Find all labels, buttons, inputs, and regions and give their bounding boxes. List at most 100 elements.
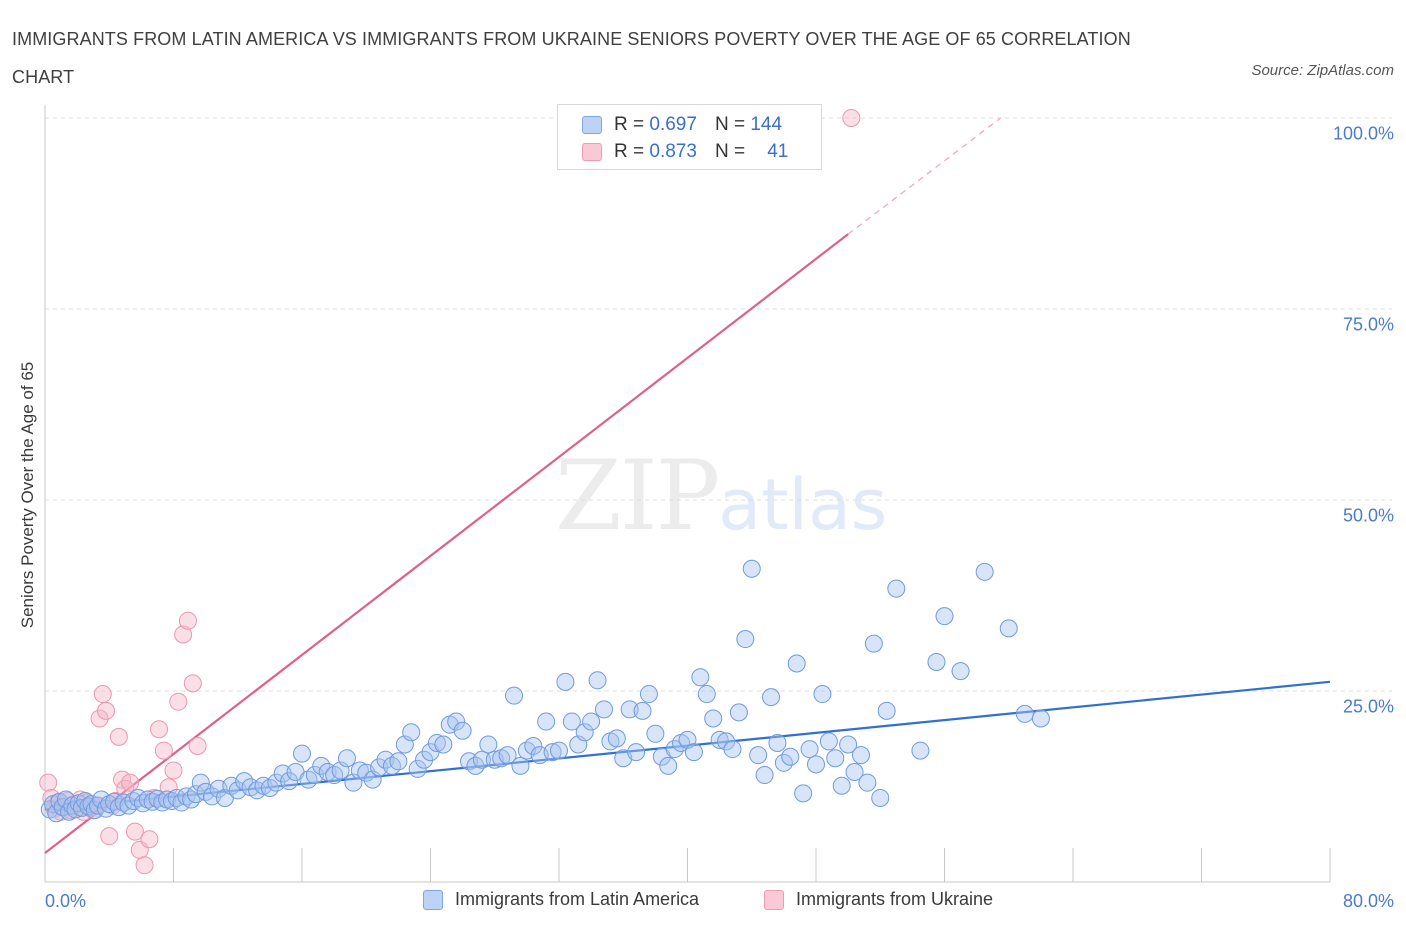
series-ukraine bbox=[39, 109, 861, 875]
data-point-latin bbox=[864, 634, 883, 653]
data-point-latin bbox=[659, 756, 678, 775]
source-label: Source: ZipAtlas.com bbox=[1251, 62, 1394, 79]
stats-row-latin: R = 0.697 N = 144 bbox=[582, 113, 782, 137]
legend-item-latin[interactable]: Immigrants from Latin America bbox=[423, 889, 699, 910]
trend-line-ukraine-extension bbox=[847, 117, 1002, 235]
data-point-latin bbox=[742, 559, 761, 578]
data-point-latin bbox=[762, 688, 781, 707]
data-point-latin bbox=[697, 685, 716, 704]
data-point-latin bbox=[114, 793, 133, 812]
legend-label-latin: Immigrants from Latin America bbox=[455, 889, 700, 909]
data-point-latin bbox=[717, 732, 736, 751]
data-point-latin bbox=[408, 759, 427, 778]
legend-swatch-latin bbox=[423, 889, 443, 910]
legend-swatch-latin bbox=[582, 116, 602, 134]
data-point-latin bbox=[800, 740, 819, 759]
data-point-latin bbox=[556, 672, 575, 691]
y-tick-label: 50.0% bbox=[1342, 505, 1394, 526]
data-point-latin bbox=[607, 729, 626, 748]
data-point-ukraine bbox=[93, 685, 112, 704]
data-point-latin bbox=[736, 630, 755, 649]
data-point-latin bbox=[620, 700, 639, 719]
data-point-latin bbox=[691, 668, 710, 687]
data-point-latin bbox=[100, 795, 119, 814]
data-point-ukraine bbox=[188, 737, 207, 756]
legend-swatch-ukraine bbox=[582, 143, 602, 161]
x-tick-label: 80.0% bbox=[1342, 891, 1394, 911]
series-legend: Immigrants from Latin America Immigrants… bbox=[0, 889, 1406, 915]
data-point-ukraine bbox=[140, 830, 159, 849]
data-point-latin bbox=[153, 793, 172, 812]
n-value: 144 bbox=[750, 114, 783, 135]
legend-swatch-ukraine bbox=[764, 889, 784, 910]
data-point-ukraine bbox=[135, 856, 154, 875]
data-point-latin bbox=[273, 764, 292, 783]
data-point-latin bbox=[370, 758, 389, 777]
data-point-latin bbox=[684, 743, 703, 762]
data-point-ukraine bbox=[90, 709, 109, 728]
data-point-latin bbox=[704, 709, 723, 728]
data-point-latin bbox=[877, 701, 896, 720]
data-point-latin bbox=[627, 743, 646, 762]
data-point-latin bbox=[794, 784, 813, 803]
data-point-latin bbox=[787, 654, 806, 673]
data-point-ukraine bbox=[842, 109, 861, 127]
data-point-latin bbox=[807, 755, 825, 774]
data-point-latin bbox=[839, 735, 858, 754]
data-point-ukraine bbox=[169, 692, 188, 711]
watermark: ZIPatlas bbox=[555, 440, 887, 552]
data-point-latin bbox=[999, 619, 1018, 638]
data-point-latin bbox=[951, 662, 970, 681]
data-point-ukraine bbox=[150, 720, 169, 739]
data-point-ukraine bbox=[121, 773, 140, 792]
stats-row-ukraine: R = 0.873 N = 41 bbox=[582, 140, 788, 164]
data-point-latin bbox=[594, 700, 613, 719]
data-point-ukraine bbox=[154, 741, 173, 760]
r-label: R = bbox=[614, 141, 645, 162]
data-point-latin bbox=[203, 787, 222, 806]
watermark-zip: ZIP bbox=[555, 440, 720, 552]
data-point-latin bbox=[543, 743, 562, 762]
r-value: 0.697 bbox=[649, 114, 697, 135]
data-point-latin bbox=[460, 752, 479, 771]
data-point-latin bbox=[639, 685, 658, 704]
data-point-latin bbox=[832, 776, 851, 795]
trend-line-ukraine bbox=[44, 233, 849, 854]
data-point-latin bbox=[415, 750, 434, 769]
data-point-latin bbox=[293, 744, 311, 763]
data-point-ukraine bbox=[178, 611, 197, 630]
r-value: 0.873 bbox=[649, 141, 697, 162]
data-point-ukraine bbox=[164, 761, 183, 780]
data-point-latin bbox=[447, 712, 466, 731]
data-point-latin bbox=[427, 733, 446, 752]
n-label: N = bbox=[714, 141, 746, 162]
data-point-latin bbox=[524, 737, 543, 756]
y-tick-label: 100.0% bbox=[1332, 123, 1394, 144]
legend-item-ukraine[interactable]: Immigrants from Ukraine bbox=[764, 889, 993, 910]
data-point-ukraine bbox=[183, 674, 202, 693]
axes bbox=[44, 105, 1331, 883]
data-point-ukraine bbox=[109, 727, 128, 746]
data-point-latin bbox=[858, 773, 877, 792]
data-point-latin bbox=[845, 762, 864, 781]
data-point-latin bbox=[453, 721, 472, 740]
data-point-latin bbox=[710, 730, 729, 749]
data-point-latin bbox=[871, 788, 890, 807]
data-point-latin bbox=[105, 792, 124, 811]
data-point-latin bbox=[819, 732, 838, 751]
data-point-latin bbox=[723, 740, 742, 759]
n-label: N = bbox=[714, 114, 746, 135]
data-point-latin bbox=[768, 733, 787, 752]
data-point-latin bbox=[749, 746, 768, 765]
data-point-latin bbox=[382, 756, 401, 775]
data-point-latin bbox=[550, 741, 568, 760]
data-point-latin bbox=[434, 735, 453, 754]
data-point-latin bbox=[498, 746, 517, 765]
data-point-latin bbox=[1015, 704, 1034, 723]
data-point-latin bbox=[826, 749, 845, 768]
data-point-latin bbox=[935, 607, 954, 626]
data-point-latin bbox=[143, 792, 162, 811]
data-point-latin bbox=[755, 766, 774, 785]
data-point-latin bbox=[129, 788, 148, 807]
